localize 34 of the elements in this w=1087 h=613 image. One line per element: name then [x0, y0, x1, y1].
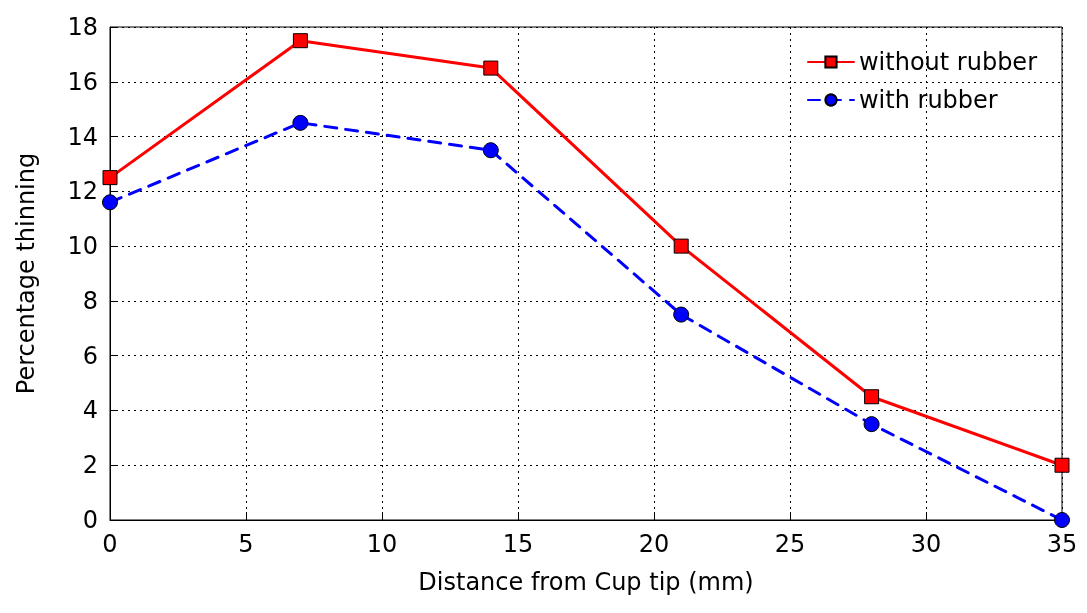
x-tick-label: 25	[774, 530, 806, 558]
point	[292, 114, 309, 131]
y-axis-title: Percentage thinning	[12, 152, 40, 395]
x-tick-label: 5	[238, 530, 254, 558]
y-tick-label: 12	[67, 177, 98, 206]
x-tick-label: 10	[366, 530, 398, 558]
y-tick-label: 4	[82, 396, 98, 425]
x-tick-label: 20	[638, 530, 670, 558]
x-tick-label: 0	[102, 530, 118, 558]
point	[482, 142, 499, 159]
y-tick-label: 14	[67, 122, 98, 151]
legend-label: without rubber	[858, 48, 1038, 76]
y-tick-label: 6	[82, 341, 98, 370]
point	[1054, 512, 1070, 528]
point	[673, 238, 689, 254]
x-tick-label: 15	[502, 530, 534, 558]
point	[864, 389, 880, 405]
x-tick-label: 30	[910, 530, 942, 558]
y-tick-label: 0	[82, 506, 98, 534]
point	[102, 194, 118, 211]
point	[102, 170, 118, 186]
point	[292, 33, 308, 49]
y-tick-label: 8	[82, 286, 98, 315]
x-tick-label: 35	[1046, 530, 1078, 558]
point	[863, 416, 880, 433]
legend-label: with rubber	[858, 86, 998, 114]
y-tick-label: 16	[67, 67, 98, 96]
point	[1054, 457, 1070, 473]
x-axis-title: Distance from Cup tip (mm)	[418, 568, 754, 596]
y-tick-label: 18	[67, 13, 98, 41]
y-tick-label: 2	[82, 451, 98, 480]
point	[483, 60, 499, 76]
point	[673, 306, 690, 323]
y-tick-label: 10	[67, 232, 98, 261]
